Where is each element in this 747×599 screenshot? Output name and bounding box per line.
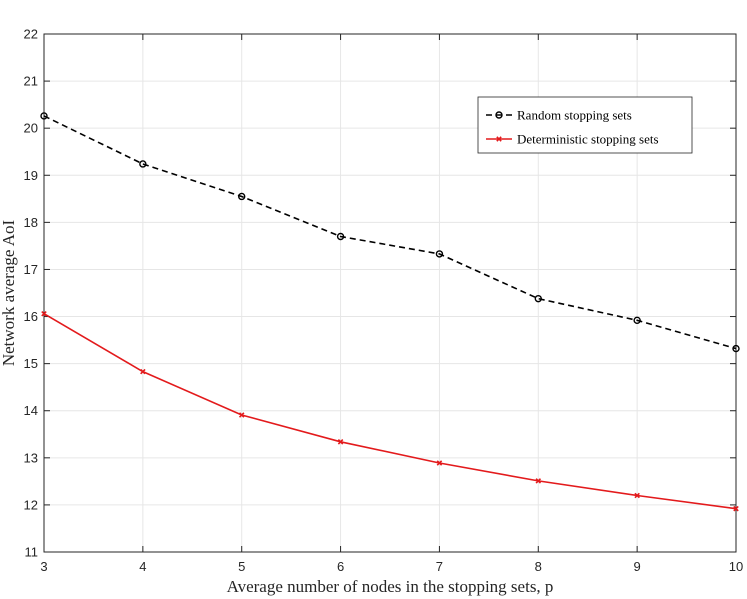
legend-entry: Random stopping sets [486, 108, 632, 123]
x-tick-label: 10 [729, 559, 743, 574]
data-point [336, 232, 345, 241]
data-point [496, 136, 502, 142]
data-point [337, 439, 344, 445]
x-tick-label: 9 [634, 559, 641, 574]
data-point [435, 250, 444, 258]
y-tick-labels: 11 12 13 14 15 16 17 18 19 20 21 22 [24, 27, 38, 560]
data-point [140, 368, 146, 375]
x-tick-label: 4 [139, 559, 146, 574]
x-tick-label: 8 [535, 559, 542, 574]
data-point [733, 505, 739, 512]
y-tick-label: 19 [24, 168, 38, 183]
y-tick-label: 18 [24, 215, 38, 230]
legend-entry: Deterministic stopping sets [486, 132, 659, 147]
series-deterministic [41, 310, 739, 512]
y-tick-label: 11 [25, 545, 39, 560]
data-point [732, 344, 740, 353]
legend-box [477, 96, 693, 154]
y-axis-title: Network average AoI [0, 219, 18, 366]
series-layer [40, 112, 740, 512]
legend-label: Random stopping sets [517, 108, 632, 123]
data-point [139, 160, 147, 168]
series-random [40, 112, 740, 353]
data-point [495, 111, 503, 119]
x-tick-label: 5 [238, 559, 245, 574]
y-tick-label: 20 [24, 121, 38, 136]
data-point [534, 294, 542, 303]
x-tick-label: 6 [337, 559, 344, 574]
data-point [436, 460, 443, 466]
series-line [43, 115, 737, 350]
y-tick-label: 17 [24, 262, 38, 277]
data-point [40, 112, 48, 120]
y-tick-label: 16 [24, 309, 38, 324]
data-point [634, 492, 640, 499]
y-tick-label: 13 [24, 450, 38, 465]
series-line [43, 313, 737, 510]
legend-label: Deterministic stopping sets [517, 132, 659, 147]
y-tick-label: 21 [24, 74, 38, 89]
x-axis-title: Average number of nodes in the stopping … [227, 577, 554, 596]
y-tick-label: 15 [24, 356, 38, 371]
plot-frame [43, 33, 737, 553]
legend-entries: Random stopping sets Deterministic stoppi… [486, 108, 659, 147]
data-point [535, 478, 542, 484]
legend: Random stopping sets Deterministic stoppi… [477, 96, 693, 154]
y-tick-label: 22 [24, 27, 38, 42]
y-tick-label: 14 [24, 403, 38, 418]
data-point [633, 316, 641, 325]
data-point [41, 310, 47, 317]
axis-ticks [43, 33, 737, 553]
x-tick-labels: 3 4 5 6 7 8 9 10 [40, 559, 743, 574]
y-tick-label: 12 [24, 497, 38, 512]
x-tick-label: 7 [436, 559, 443, 574]
x-tick-label: 3 [40, 559, 47, 574]
data-point [238, 412, 245, 418]
data-point [238, 192, 246, 201]
